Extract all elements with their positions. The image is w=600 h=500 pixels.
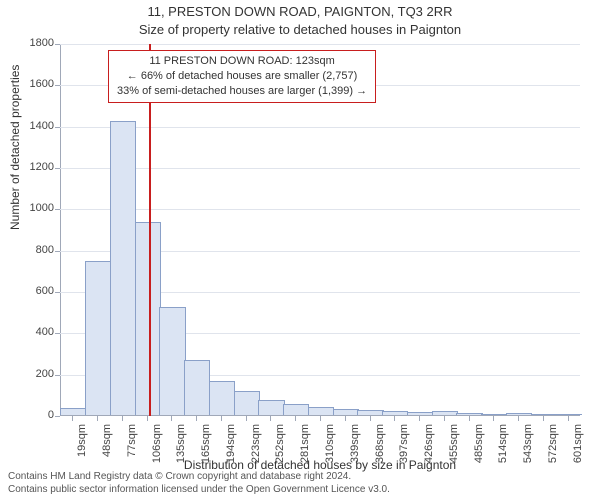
y-tick (55, 251, 60, 252)
histogram-bar (283, 404, 309, 415)
y-tick (55, 375, 60, 376)
histogram-bar (308, 407, 334, 415)
histogram-bar (432, 411, 458, 415)
chart-title-line2: Size of property relative to detached ho… (0, 22, 600, 37)
y-tick (55, 127, 60, 128)
y-tick-label: 1600 (16, 78, 54, 90)
gridline (60, 168, 580, 169)
y-tick-label: 1800 (16, 37, 54, 49)
histogram-bar (555, 414, 581, 415)
annotation-box: 11 PRESTON DOWN ROAD: 123sqm← 66% of det… (108, 50, 376, 103)
x-tick (370, 416, 371, 421)
x-tick-label: 48sqm (101, 424, 113, 457)
annotation-line: 33% of semi-detached houses are larger (… (117, 84, 367, 99)
histogram-bar (456, 413, 482, 415)
x-tick (469, 416, 470, 421)
y-tick (55, 416, 60, 417)
gridline (60, 44, 580, 45)
y-axis-line (60, 44, 61, 416)
y-tick-label: 800 (16, 244, 54, 256)
x-tick (196, 416, 197, 421)
x-tick (147, 416, 148, 421)
x-tick (270, 416, 271, 421)
histogram-bar (184, 360, 210, 415)
histogram-bar (110, 121, 136, 415)
histogram-bar (506, 413, 532, 415)
x-tick (419, 416, 420, 421)
footer-attribution: Contains HM Land Registry data © Crown c… (8, 470, 390, 496)
histogram-bar (234, 391, 260, 415)
y-tick-label: 400 (16, 326, 54, 338)
x-tick (246, 416, 247, 421)
y-tick (55, 209, 60, 210)
x-tick-label: 19sqm (76, 424, 88, 457)
y-tick (55, 85, 60, 86)
x-tick (72, 416, 73, 421)
x-tick (221, 416, 222, 421)
y-tick (55, 168, 60, 169)
histogram-bar (407, 412, 433, 415)
gridline (60, 209, 580, 210)
x-tick (345, 416, 346, 421)
x-tick (444, 416, 445, 421)
y-tick-label: 600 (16, 285, 54, 297)
x-tick (568, 416, 569, 421)
histogram-bar (85, 261, 111, 415)
x-tick (171, 416, 172, 421)
histogram-bar (159, 307, 185, 415)
plot-area: 02004006008001000120014001600180019sqm48… (60, 44, 580, 416)
histogram-bar (333, 409, 359, 415)
y-tick-label: 1000 (16, 202, 54, 214)
footer-line-1: Contains HM Land Registry data © Crown c… (8, 470, 390, 483)
x-tick (122, 416, 123, 421)
histogram-bar (209, 381, 235, 415)
x-tick-label: 77sqm (126, 424, 138, 457)
gridline (60, 127, 580, 128)
y-tick-label: 0 (16, 409, 54, 421)
x-tick (320, 416, 321, 421)
histogram-bar (481, 414, 507, 415)
histogram-bar (531, 414, 557, 415)
chart-container: 11, PRESTON DOWN ROAD, PAIGNTON, TQ3 2RR… (0, 0, 600, 500)
histogram-bar (357, 410, 383, 415)
histogram-bar (60, 408, 86, 415)
histogram-bar (382, 411, 408, 415)
x-tick (295, 416, 296, 421)
y-tick-label: 1200 (16, 161, 54, 173)
x-tick (543, 416, 544, 421)
y-tick (55, 333, 60, 334)
x-tick (97, 416, 98, 421)
y-tick (55, 44, 60, 45)
annotation-line: ← 66% of detached houses are smaller (2,… (117, 69, 367, 84)
x-tick (518, 416, 519, 421)
footer-line-2: Contains public sector information licen… (8, 483, 390, 496)
x-tick (493, 416, 494, 421)
histogram-bar (258, 400, 284, 415)
annotation-line: 11 PRESTON DOWN ROAD: 123sqm (117, 54, 367, 69)
y-tick-label: 200 (16, 368, 54, 380)
chart-title-line1: 11, PRESTON DOWN ROAD, PAIGNTON, TQ3 2RR (0, 4, 600, 19)
y-tick (55, 292, 60, 293)
x-tick (394, 416, 395, 421)
y-tick-label: 1400 (16, 120, 54, 132)
